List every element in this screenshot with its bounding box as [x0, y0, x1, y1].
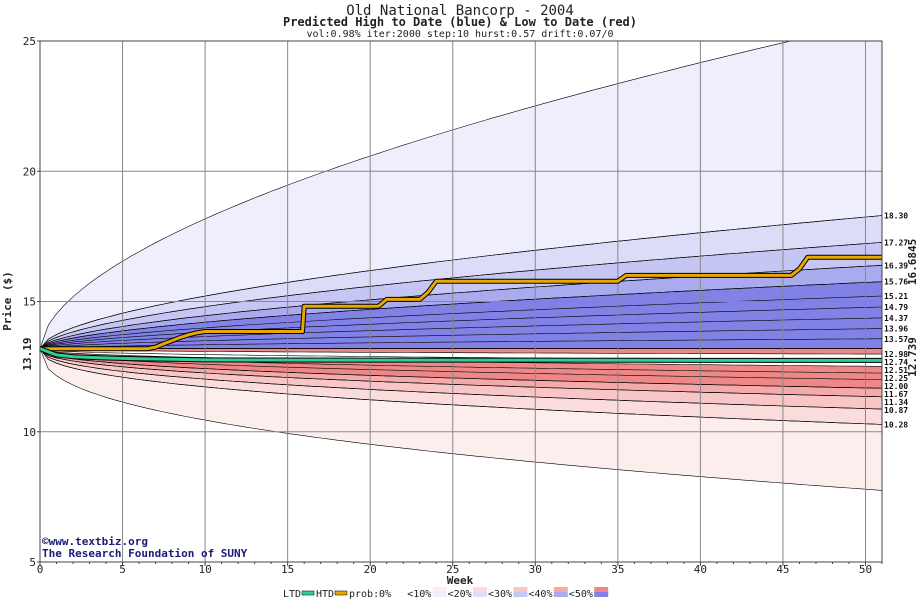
level-line-18: [40, 348, 882, 425]
level-label: 15.76: [884, 278, 908, 287]
x-tick-label: 20: [364, 563, 377, 576]
level-label: 13.96: [884, 325, 908, 334]
ltd-end-label: 12.739: [906, 337, 919, 377]
level-label: 12.51: [884, 366, 908, 375]
legend-text: <10%: [407, 589, 431, 600]
legend-swatch-high: [594, 592, 609, 597]
axes-labels: Week Price ($) 13.19 16.6845 12.739: [1, 239, 919, 587]
x-tick-label: 30: [529, 563, 542, 576]
credit-site-text: www.textbiz.org: [49, 535, 148, 548]
htd-line: [40, 255, 882, 351]
level-line-8: [40, 328, 882, 349]
level-line-4: [40, 281, 882, 349]
y-tick-label: 10: [23, 426, 36, 439]
credit-site: ©www.textbiz.org: [42, 535, 148, 548]
x-tick-label: 25: [446, 563, 459, 576]
y-tick-label: 25: [23, 35, 36, 48]
legend-swatch-low: [513, 587, 528, 592]
legend-swatch-high: [392, 592, 407, 597]
x-tick-label: 45: [776, 563, 789, 576]
credit-block: ©www.textbiz.org The Research Foundation…: [42, 535, 248, 560]
level-line-15: [40, 348, 882, 389]
level-line-1: [40, 215, 882, 349]
level-label: 17.27: [884, 238, 908, 247]
level-label: 14.37: [884, 314, 908, 323]
level-label: 12.25: [884, 374, 908, 383]
level-label: 12.98: [884, 350, 908, 359]
x-tick-label: 0: [37, 563, 44, 576]
level-line-10: [40, 348, 882, 355]
legend-swatch-low: [473, 587, 487, 592]
level-line-6: [40, 306, 882, 349]
right-level-labels: 18.30 17.27 16.39 15.76 15.21 14.79 14.37 13.96…: [884, 212, 908, 430]
chart-subtitle: Predicted High to Date (blue) & Low to D…: [283, 15, 637, 29]
htd-end-label: 16.6845: [906, 239, 919, 285]
level-label: 12.74: [884, 358, 908, 367]
chart-params: vol:0.98% iter:2000 step:10 hurst:0.57 d…: [306, 29, 613, 40]
legend-text: LTD: [283, 589, 301, 600]
x-tick-label: 50: [859, 563, 872, 576]
legend-swatch-low: [594, 587, 609, 592]
x-axis-label: Week: [447, 574, 474, 587]
legend-text: <50%: [569, 589, 593, 600]
level-label: 11.67: [884, 390, 908, 399]
y-tick-label: 20: [23, 165, 36, 178]
legend-ltd-swatch: [301, 590, 315, 596]
legend-swatch-high: [553, 592, 568, 597]
level-label: 10.87: [884, 406, 908, 415]
legend-text: prob:: [349, 589, 379, 600]
legend-text: <20%: [448, 589, 472, 600]
plot-area: 0 5 10 15 20 25 30 35 40 45 5051015202518.3017.271…: [23, 35, 909, 576]
level-label: 11.34: [884, 398, 908, 407]
level-label: 18.30: [884, 212, 908, 221]
x-tick-label: 5: [119, 563, 126, 576]
legend-swatch-high: [473, 592, 487, 597]
start-price-label: 13.19: [21, 337, 34, 370]
level-label: 13.57: [884, 335, 908, 344]
level-label: 15.21: [884, 292, 908, 301]
legend-htd-swatch: [334, 590, 348, 596]
legend-text: <40%: [528, 589, 552, 600]
level-line-14: [40, 348, 882, 380]
legend: LTD HTD prob: 0% <10% <20% <30% <40% <50%: [283, 587, 609, 600]
x-tick-label: 10: [198, 563, 211, 576]
legend-text: 0%: [379, 589, 391, 600]
level-label: 16.39: [884, 261, 908, 270]
legend-swatch-low: [432, 587, 447, 592]
legend-text: <30%: [488, 589, 512, 600]
copyright-icon: ©: [42, 535, 49, 548]
legend-swatch-low: [392, 587, 407, 592]
level-line-17: [40, 348, 882, 410]
x-tick-label: 15: [281, 563, 294, 576]
y-tick-label: 5: [29, 556, 36, 569]
level-label: 14.79: [884, 303, 908, 312]
probability-bands: [40, 41, 882, 491]
level-label: 10.28: [884, 420, 908, 429]
y-axis-label: Price ($): [1, 271, 14, 331]
level-line-2: [40, 242, 882, 349]
legend-swatch-high: [432, 592, 447, 597]
legend-swatch-high: [513, 592, 528, 597]
y-tick-label: 15: [23, 296, 36, 309]
header: Old National Bancorp - 2004 Predicted Hi…: [283, 3, 637, 40]
level-label: 12.00: [884, 382, 908, 391]
legend-swatch-low: [553, 587, 568, 592]
level-line-9: [40, 338, 882, 349]
credit-org: The Research Foundation of SUNY: [42, 547, 248, 560]
ltd-line: [39, 347, 882, 362]
level-line-16: [40, 348, 882, 398]
x-tick-label: 40: [694, 563, 707, 576]
chart-title: Old National Bancorp - 2004: [346, 3, 574, 19]
x-tick-label: 35: [611, 563, 624, 576]
legend-text: HTD: [316, 589, 334, 600]
